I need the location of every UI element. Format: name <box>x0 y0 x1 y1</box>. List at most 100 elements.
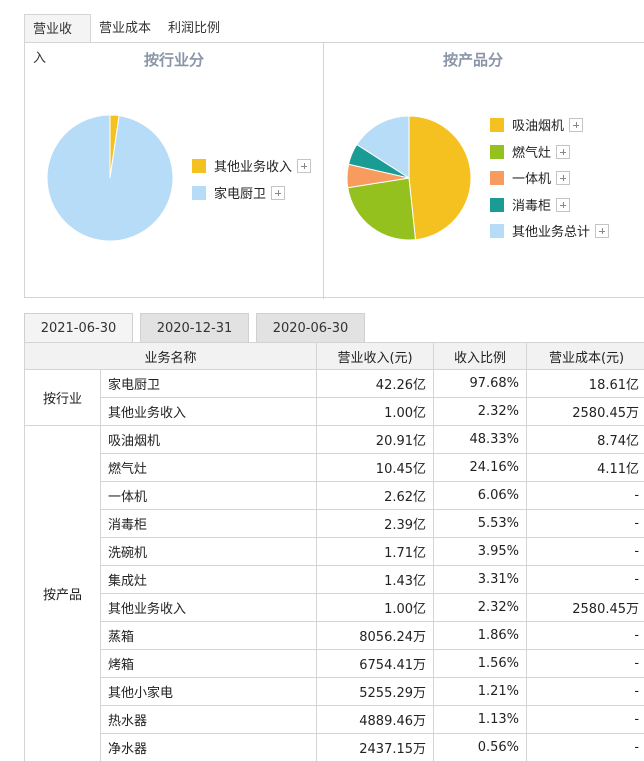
cell-business-name: 烤箱 <box>99 649 318 678</box>
legend-swatch <box>490 118 504 132</box>
cell-business-name: 吸油烟机 <box>99 425 318 454</box>
expand-plus-icon[interactable] <box>595 224 610 238</box>
cell-cost: 18.61亿 <box>526 369 644 398</box>
legend-label: 其他业务收入 <box>214 160 293 175</box>
table-row: 净水器 2437.15万 0.56% - <box>25 733 644 761</box>
cell-revenue: 4889.46万 <box>316 705 435 734</box>
group-label: 按行业 <box>24 369 101 426</box>
expand-plus-icon[interactable] <box>297 159 312 173</box>
legend-swatch <box>192 159 206 173</box>
cell-business-name: 热水器 <box>99 705 318 734</box>
legend-item[interactable]: 消毒柜 <box>490 197 571 216</box>
table-row: 蒸箱 8056.24万 1.86% - <box>25 621 644 650</box>
date-tab-2021-06-30[interactable]: 2021-06-30 <box>24 313 133 342</box>
chart-panel: 按行业分 其他业务收入家电厨卫 按产品分 吸油烟机燃气灶一体机消毒柜其他业务总计 <box>24 42 644 299</box>
cell-business-name: 家电厨卫 <box>99 369 318 398</box>
legend-label: 一体机 <box>512 172 552 187</box>
cell-ratio: 2.32% <box>433 397 528 426</box>
table-row: 按产品 吸油烟机 20.91亿 48.33% 8.74亿 <box>24 425 644 761</box>
tab-revenue[interactable]: 营业收入 <box>24 14 91 66</box>
cell-cost: 4.11亿 <box>526 453 644 482</box>
cell-cost: 2580.45万 <box>526 593 644 622</box>
cell-revenue: 10.45亿 <box>316 453 435 482</box>
legend-label: 其他业务总计 <box>512 225 591 240</box>
tab-profit-ratio[interactable]: 利润比例 <box>168 21 221 36</box>
cell-ratio: 3.95% <box>433 537 528 566</box>
cell-cost: - <box>526 509 644 538</box>
cell-cost: 8.74亿 <box>526 425 644 454</box>
cell-revenue: 20.91亿 <box>316 425 435 454</box>
cell-business-name: 净水器 <box>99 733 318 761</box>
header-ratio: 收入比例 <box>433 342 528 370</box>
product-pie-chart <box>346 115 472 241</box>
legend-item[interactable]: 其他业务总计 <box>490 224 610 242</box>
cell-business-name: 集成灶 <box>99 565 318 594</box>
tab-cost[interactable]: 营业成本 <box>99 21 152 36</box>
table-row: 其他业务收入 1.00亿 2.32% 2580.45万 <box>25 397 644 426</box>
cell-revenue: 2.62亿 <box>316 481 435 510</box>
expand-plus-icon[interactable] <box>569 118 584 132</box>
industry-legend: 其他业务收入家电厨卫 <box>192 159 317 219</box>
expand-plus-icon[interactable] <box>271 186 286 200</box>
legend-item[interactable]: 吸油烟机 <box>490 118 584 136</box>
date-tab-2020-12-31[interactable]: 2020-12-31 <box>140 313 249 342</box>
cell-revenue: 2.39亿 <box>316 509 435 538</box>
legend-item[interactable]: 一体机 <box>490 171 571 189</box>
cell-business-name: 燃气灶 <box>99 453 318 482</box>
product-chart-title: 按产品分 <box>442 51 503 69</box>
date-tab-2020-06-30[interactable]: 2020-06-30 <box>256 313 365 342</box>
legend-item[interactable]: 其他业务收入 <box>192 159 312 177</box>
cell-cost: - <box>526 565 644 594</box>
cell-revenue: 5255.29万 <box>316 677 435 706</box>
header-revenue: 营业收入(元) <box>316 342 435 370</box>
cell-business-name: 蒸箱 <box>99 621 318 650</box>
table-row: 一体机 2.62亿 6.06% - <box>25 481 644 510</box>
expand-plus-icon[interactable] <box>556 197 571 212</box>
cell-cost: - <box>526 733 644 761</box>
cell-cost: - <box>526 621 644 650</box>
cell-cost: - <box>526 677 644 706</box>
product-legend: 吸油烟机燃气灶一体机消毒柜其他业务总计 <box>490 118 630 248</box>
cell-ratio: 1.21% <box>433 677 528 706</box>
cell-revenue: 1.43亿 <box>316 565 435 594</box>
table-body: 按行业 家电厨卫 42.26亿 97.68% 18.61亿 其他业务收入 1.00亿 2.32… <box>24 369 644 761</box>
cell-ratio: 3.31% <box>433 565 528 594</box>
expand-plus-icon[interactable] <box>556 171 571 185</box>
cell-business-name: 洗碗机 <box>99 537 318 566</box>
cell-cost: - <box>526 649 644 678</box>
legend-item[interactable]: 家电厨卫 <box>192 186 286 204</box>
table-row: 集成灶 1.43亿 3.31% - <box>25 565 644 594</box>
cell-revenue: 1.00亿 <box>316 397 435 426</box>
legend-swatch <box>192 186 206 200</box>
legend-swatch <box>490 171 504 185</box>
table-row: 燃气灶 10.45亿 24.16% 4.11亿 <box>25 453 644 482</box>
cell-ratio: 6.06% <box>433 481 528 510</box>
table-row: 其他业务收入 1.00亿 2.32% 2580.45万 <box>25 593 644 622</box>
group-label: 按产品 <box>24 425 101 761</box>
cell-ratio: 5.53% <box>433 509 528 538</box>
cell-cost: 2580.45万 <box>526 397 644 426</box>
legend-swatch <box>490 144 504 159</box>
cell-cost: - <box>526 537 644 566</box>
industry-chart-title: 按行业分 <box>143 51 204 69</box>
cell-business-name: 消毒柜 <box>99 509 318 538</box>
expand-plus-icon[interactable] <box>556 144 571 159</box>
table-row: 按行业 家电厨卫 42.26亿 97.68% 18.61亿 <box>24 369 644 426</box>
cell-ratio: 1.13% <box>433 705 528 734</box>
top-tab-bar: 营业收入 营业成本 利润比例 <box>24 14 644 66</box>
cell-business-name: 其他业务收入 <box>99 593 318 622</box>
legend-item[interactable]: 燃气灶 <box>490 144 571 163</box>
pie-slice-2[interactable] <box>46 114 174 242</box>
pie-slice-1[interactable] <box>408 115 472 241</box>
cell-revenue: 1.71亿 <box>316 537 435 566</box>
header-business-name: 业务名称 <box>23 342 318 370</box>
pie-slice-2[interactable] <box>347 177 417 241</box>
cell-ratio: 1.86% <box>433 621 528 650</box>
revenue-table: 业务名称 营业收入(元) 收入比例 营业成本(元) 按行业 家电厨卫 42.26亿 9… <box>23 342 644 761</box>
table-row: 消毒柜 2.39亿 5.53% - <box>25 509 644 538</box>
table-header-row: 业务名称 营业收入(元) 收入比例 营业成本(元) <box>23 342 644 370</box>
pie-slice-5[interactable] <box>356 115 410 179</box>
table-row: 其他小家电 5255.29万 1.21% - <box>25 677 644 706</box>
cell-revenue: 2437.15万 <box>316 733 435 761</box>
cell-ratio: 2.32% <box>433 593 528 622</box>
